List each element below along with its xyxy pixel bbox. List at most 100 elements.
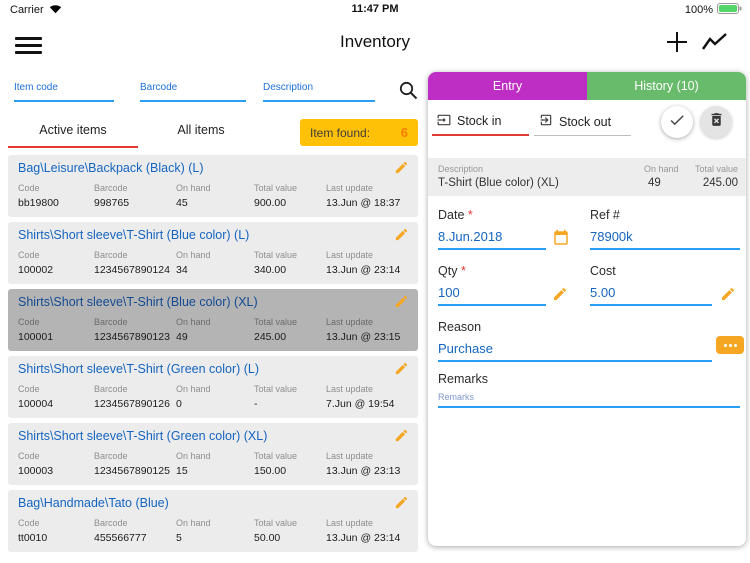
list-item[interactable]: Shirts\Short sleeve\T-Shirt (Blue color)… xyxy=(8,222,418,284)
on-hand-label: On hand xyxy=(176,317,211,327)
on-hand-label: On hand xyxy=(176,518,211,528)
barcode-input[interactable] xyxy=(140,78,246,102)
remarks-field[interactable]: Remarks xyxy=(438,392,475,402)
cost-label: Cost xyxy=(590,264,616,278)
menu-icon[interactable] xyxy=(15,33,42,58)
on-hand-label: On hand xyxy=(176,384,211,394)
search-icon[interactable] xyxy=(398,80,419,106)
barcode-label: Barcode xyxy=(94,317,128,327)
detail-panel: Entry History (10) Stock in Stock out De… xyxy=(428,72,746,546)
cost-edit-icon[interactable] xyxy=(720,286,736,307)
total-value-label: Total value xyxy=(254,183,298,193)
ref-label: Ref # xyxy=(590,208,620,222)
barcode-label: Barcode xyxy=(94,250,128,260)
description-input[interactable] xyxy=(263,78,375,102)
on-hand-value: 0 xyxy=(176,398,182,410)
code-label: Code xyxy=(18,317,40,327)
barcode-label: Barcode xyxy=(94,384,128,394)
code-value: 100002 xyxy=(18,264,54,276)
edit-icon[interactable] xyxy=(394,160,410,176)
code-value: tt0010 xyxy=(18,532,48,544)
item-found-badge: Item found: 6 xyxy=(300,119,418,146)
last-update-label: Last update xyxy=(326,518,374,528)
edit-icon[interactable] xyxy=(394,227,410,243)
on-hand-value: 49 xyxy=(648,177,661,189)
barcode-value: 1234567890126 xyxy=(94,398,170,410)
ref-field[interactable]: 78900k xyxy=(590,229,633,244)
tab-all-items[interactable]: All items xyxy=(177,123,225,137)
list-item[interactable]: Bag\Handmade\Tato (Blue) Code tt0010 Barc… xyxy=(8,490,418,552)
total-value-value: 245.00 xyxy=(702,177,738,189)
total-value-label: Total value xyxy=(254,384,298,394)
edit-icon[interactable] xyxy=(394,294,410,310)
tab-active-items[interactable]: Active items xyxy=(8,123,138,148)
add-icon[interactable] xyxy=(666,31,688,58)
total-value-label: Total value xyxy=(694,164,738,174)
list-item[interactable]: Shirts\Short sleeve\T-Shirt (Green color… xyxy=(8,423,418,485)
item-code-input[interactable] xyxy=(14,78,114,102)
barcode-label: Barcode xyxy=(94,451,128,461)
reason-underline xyxy=(438,360,712,362)
carrier-label: Carrier xyxy=(10,4,44,16)
reason-more-button[interactable] xyxy=(716,336,744,354)
date-label: Date * xyxy=(438,208,473,222)
last-update-label: Last update xyxy=(326,317,374,327)
tab-entry[interactable]: Entry xyxy=(428,72,587,100)
cost-underline xyxy=(590,304,712,306)
tab-history[interactable]: History (10) xyxy=(587,72,746,100)
cost-field[interactable]: 5.00 xyxy=(590,285,616,300)
item-title: Shirts\Short sleeve\T-Shirt (Blue color)… xyxy=(18,295,258,309)
on-hand-value: 49 xyxy=(176,331,188,343)
last-update-label: Last update xyxy=(326,384,374,394)
last-update-value: 13.Jun @ 23:15 xyxy=(326,331,401,343)
last-update-value: 13.Jun @ 18:37 xyxy=(326,197,401,209)
on-hand-value: 15 xyxy=(176,465,188,477)
tab-stock-in[interactable]: Stock in xyxy=(432,108,529,136)
total-value-value: - xyxy=(254,398,258,410)
last-update-label: Last update xyxy=(326,183,374,193)
tab-stock-out[interactable]: Stock out xyxy=(534,108,631,136)
battery-percent: 100% xyxy=(684,4,713,16)
ref-underline xyxy=(590,248,740,250)
code-value: 100003 xyxy=(18,465,54,477)
save-button[interactable] xyxy=(661,106,693,138)
app-header: Inventory xyxy=(0,20,750,66)
edit-icon[interactable] xyxy=(394,495,410,511)
qty-edit-icon[interactable] xyxy=(552,286,568,307)
code-label: Code xyxy=(18,183,40,193)
total-value-label: Total value xyxy=(254,518,298,528)
item-title: Shirts\Short sleeve\T-Shirt (Green color… xyxy=(18,429,268,443)
barcode-label: Barcode xyxy=(94,518,128,528)
page-title: Inventory xyxy=(340,32,410,51)
check-icon xyxy=(668,111,686,134)
remarks-label: Remarks xyxy=(438,372,489,386)
edit-icon[interactable] xyxy=(394,428,410,444)
total-value-value: 245.00 xyxy=(254,331,287,343)
chart-icon[interactable] xyxy=(701,33,728,57)
code-label: Code xyxy=(18,451,40,461)
barcode-value: 455566777 xyxy=(94,532,147,544)
list-item-selected[interactable]: Shirts\Short sleeve\T-Shirt (Blue color)… xyxy=(8,289,418,351)
total-value-label: Total value xyxy=(254,317,298,327)
total-value-label: Total value xyxy=(254,451,298,461)
edit-icon[interactable] xyxy=(394,361,410,377)
total-value-value: 900.00 xyxy=(254,197,287,209)
last-update-value: 7.Jun @ 19:54 xyxy=(326,398,395,410)
delete-button[interactable] xyxy=(700,106,732,138)
barcode-value: 1234567890124 xyxy=(94,264,170,276)
qty-label: Qty * xyxy=(438,264,466,278)
barcode-value: 998765 xyxy=(94,197,130,209)
calendar-icon[interactable] xyxy=(552,229,570,252)
last-update-value: 13.Jun @ 23:13 xyxy=(326,465,401,477)
list-item[interactable]: Bag\Leisure\Backpack (Black) (L) Code bb1… xyxy=(8,155,418,217)
item-found-label: Item found: xyxy=(310,125,371,140)
code-value: bb19800 xyxy=(18,197,59,209)
qty-field[interactable]: 100 xyxy=(438,285,460,300)
last-update-value: 13.Jun @ 23:14 xyxy=(326,532,401,544)
item-summary: Description T-Shirt (Blue color) (XL) On… xyxy=(428,158,746,196)
date-field[interactable]: 8.Jun.2018 xyxy=(438,229,503,244)
trash-icon xyxy=(708,111,725,133)
reason-field[interactable]: Purchase xyxy=(438,341,493,356)
list-item[interactable]: Shirts\Short sleeve\T-Shirt (Green color… xyxy=(8,356,418,418)
